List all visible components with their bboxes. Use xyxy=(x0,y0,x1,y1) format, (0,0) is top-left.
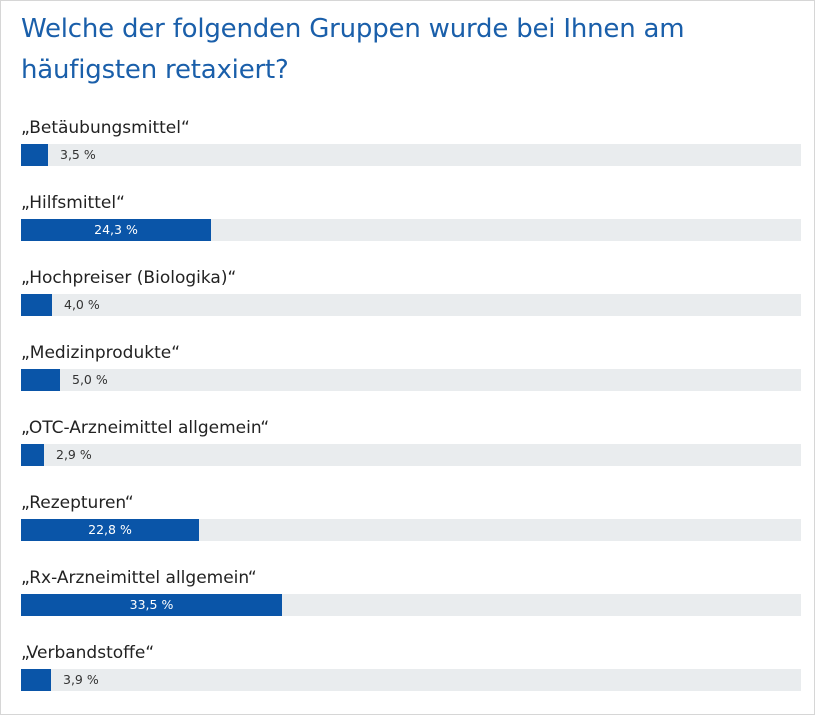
bar-track: 22,8 % xyxy=(21,519,801,541)
bar-category-label: „Betäubungsmittel“ xyxy=(21,118,190,138)
result-row: „OTC-Arzneimittel allgemein“ 2,9 % xyxy=(21,417,801,492)
bar-track: 33,5 % xyxy=(21,594,801,616)
bar xyxy=(21,669,51,691)
bar-track: 24,3 % xyxy=(21,219,801,241)
bar-value-label: 2,9 % xyxy=(56,447,92,462)
bar-track: 5,0 % xyxy=(21,369,801,391)
bar-track: 3,5 % xyxy=(21,144,801,166)
bar xyxy=(21,219,211,241)
bar-category-label: „Rezepturen“ xyxy=(21,493,134,513)
bar xyxy=(21,594,282,616)
result-row: „Betäubungsmittel“ 3,5 % xyxy=(21,117,801,192)
bar-category-label: „Hilfsmittel“ xyxy=(21,193,125,213)
bar xyxy=(21,369,60,391)
bar-value-label: 5,0 % xyxy=(72,372,108,387)
bar xyxy=(21,519,199,541)
bar xyxy=(21,294,52,316)
bar-track: 3,9 % xyxy=(21,669,801,691)
result-row: „Rx-Arzneimittel allgemein“ 33,5 % xyxy=(21,567,801,642)
bar xyxy=(21,144,48,166)
result-row: „Hochpreiser (Biologika)“ 4,0 % xyxy=(21,267,801,342)
bar-value-label: 4,0 % xyxy=(64,297,100,312)
bar-category-label: „Medizinprodukte“ xyxy=(21,343,181,363)
bar-track: 2,9 % xyxy=(21,444,801,466)
bar-track: 4,0 % xyxy=(21,294,801,316)
result-row: „Rezepturen“ 22,8 % xyxy=(21,492,801,567)
bar xyxy=(21,444,44,466)
bar-category-label: „Hochpreiser (Biologika)“ xyxy=(21,268,237,288)
poll-results: „Betäubungsmittel“ 3,5 % „Hilfsmittel“ 24,3… xyxy=(21,117,801,717)
result-row: „Verbandstoffe“ 3,9 % xyxy=(21,642,801,717)
result-row: „Hilfsmittel“ 24,3 % xyxy=(21,192,801,267)
bar-value-label: 24,3 % xyxy=(94,222,138,237)
bar-value-label: 22,8 % xyxy=(88,522,132,537)
bar-value-label: 3,9 % xyxy=(63,672,99,687)
result-row: „Medizinprodukte“ 5,0 % xyxy=(21,342,801,417)
bar-category-label: „Verbandstoffe“ xyxy=(21,643,155,663)
bar-category-label: „OTC-Arzneimittel allgemein“ xyxy=(21,418,270,438)
poll-title: Welche der folgenden Gruppen wurde bei I… xyxy=(21,14,685,85)
bar-value-label: 3,5 % xyxy=(60,147,96,162)
bar-value-label: 33,5 % xyxy=(129,597,174,612)
bar-category-label: „Rx-Arzneimittel allgemein“ xyxy=(21,568,257,588)
